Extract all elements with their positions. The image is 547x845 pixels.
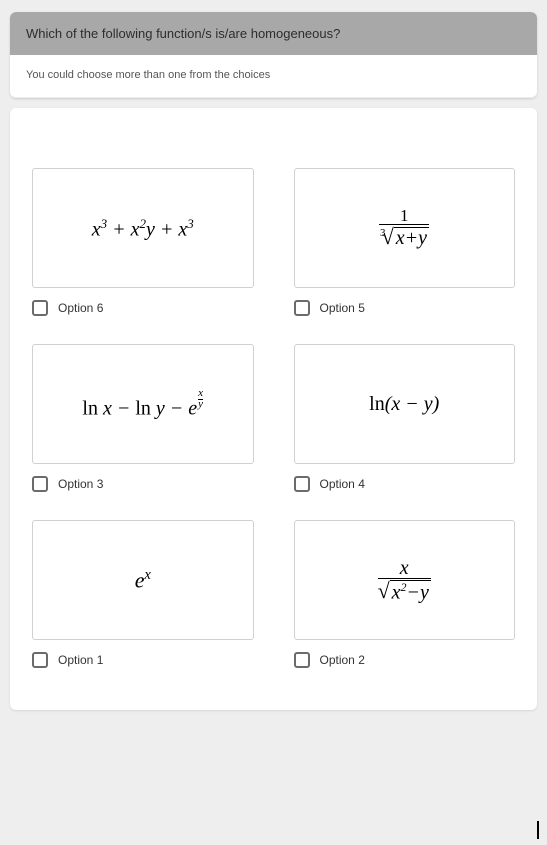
- option-label: Option 1: [58, 653, 103, 667]
- text-cursor-icon: [537, 821, 539, 839]
- formula-box: x3 + x2y + x3: [32, 168, 254, 288]
- question-subtitle: You could choose more than one from the …: [10, 55, 537, 98]
- option-label: Option 2: [320, 653, 365, 667]
- formula-f3: ln x − ln y − exy: [82, 389, 203, 419]
- formula-f4: ln(x − y): [369, 394, 439, 414]
- option-cell-3: ln x − ln y − exy Option 3: [32, 344, 254, 504]
- option-cell-1: ex Option 1: [32, 520, 254, 680]
- checkbox-icon[interactable]: [32, 652, 48, 668]
- checkbox-icon[interactable]: [32, 300, 48, 316]
- options-grid: x3 + x2y + x3 Option 6 1 3√x+y: [32, 168, 515, 680]
- option-label: Option 6: [58, 301, 103, 315]
- formula-box: ln x − ln y − exy: [32, 344, 254, 464]
- option-cell-2: x √x2−y Option 2: [294, 520, 516, 680]
- option-control[interactable]: Option 1: [32, 652, 254, 668]
- formula-box: ln(x − y): [294, 344, 516, 464]
- checkbox-icon[interactable]: [294, 300, 310, 316]
- option-control[interactable]: Option 6: [32, 300, 254, 316]
- option-control[interactable]: Option 5: [294, 300, 516, 316]
- option-cell-6: x3 + x2y + x3 Option 6: [32, 168, 254, 328]
- formula-f1: x3 + x2y + x3: [92, 217, 194, 240]
- option-control[interactable]: Option 2: [294, 652, 516, 668]
- checkbox-icon[interactable]: [294, 652, 310, 668]
- formula-f6: x √x2−y: [378, 558, 431, 603]
- formula-box: ex: [32, 520, 254, 640]
- formula-box: x √x2−y: [294, 520, 516, 640]
- formula-box: 1 3√x+y: [294, 168, 516, 288]
- checkbox-icon[interactable]: [294, 476, 310, 492]
- question-card: Which of the following function/s is/are…: [10, 12, 537, 98]
- option-label: Option 4: [320, 477, 365, 491]
- checkbox-icon[interactable]: [32, 476, 48, 492]
- option-control[interactable]: Option 4: [294, 476, 516, 492]
- option-cell-5: 1 3√x+y Option 5: [294, 168, 516, 328]
- formula-f5: ex: [135, 568, 151, 591]
- option-cell-4: ln(x − y) Option 4: [294, 344, 516, 504]
- formula-f2: 1 3√x+y: [379, 207, 429, 249]
- option-label: Option 5: [320, 301, 365, 315]
- option-control[interactable]: Option 3: [32, 476, 254, 492]
- option-label: Option 3: [58, 477, 103, 491]
- question-title: Which of the following function/s is/are…: [10, 12, 537, 55]
- options-card: x3 + x2y + x3 Option 6 1 3√x+y: [10, 108, 537, 710]
